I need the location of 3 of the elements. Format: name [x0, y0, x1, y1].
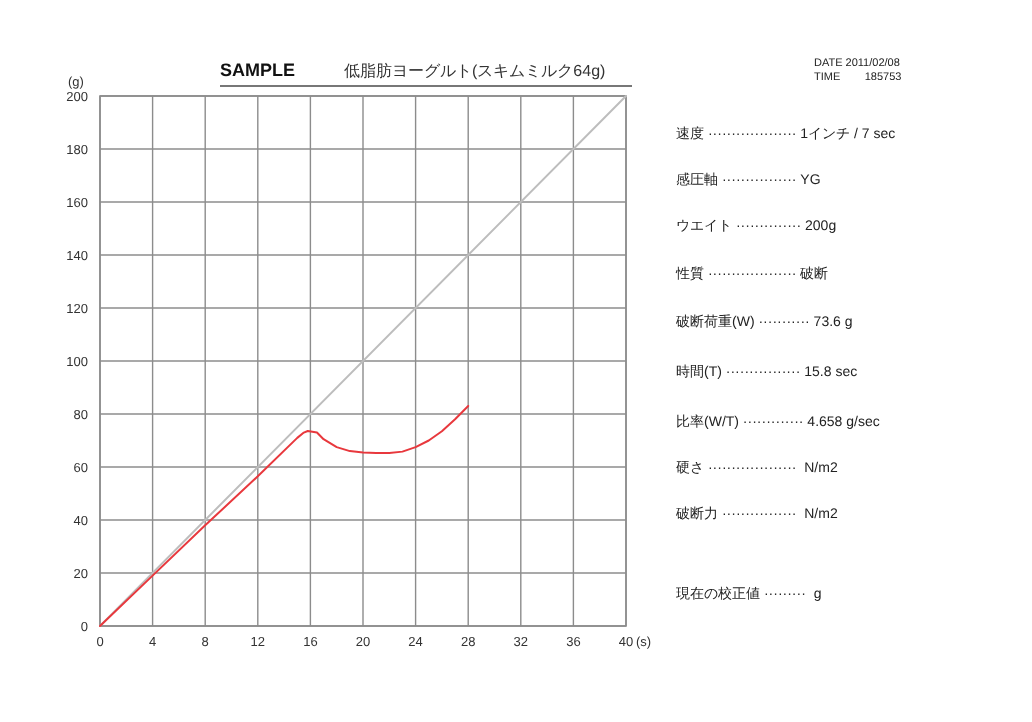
chart-subtitle: 低脂肪ヨーグルト(スキムミルク64g): [344, 62, 607, 80]
line-series: [99, 405, 470, 627]
chart-title: SAMPLE: [220, 60, 296, 80]
